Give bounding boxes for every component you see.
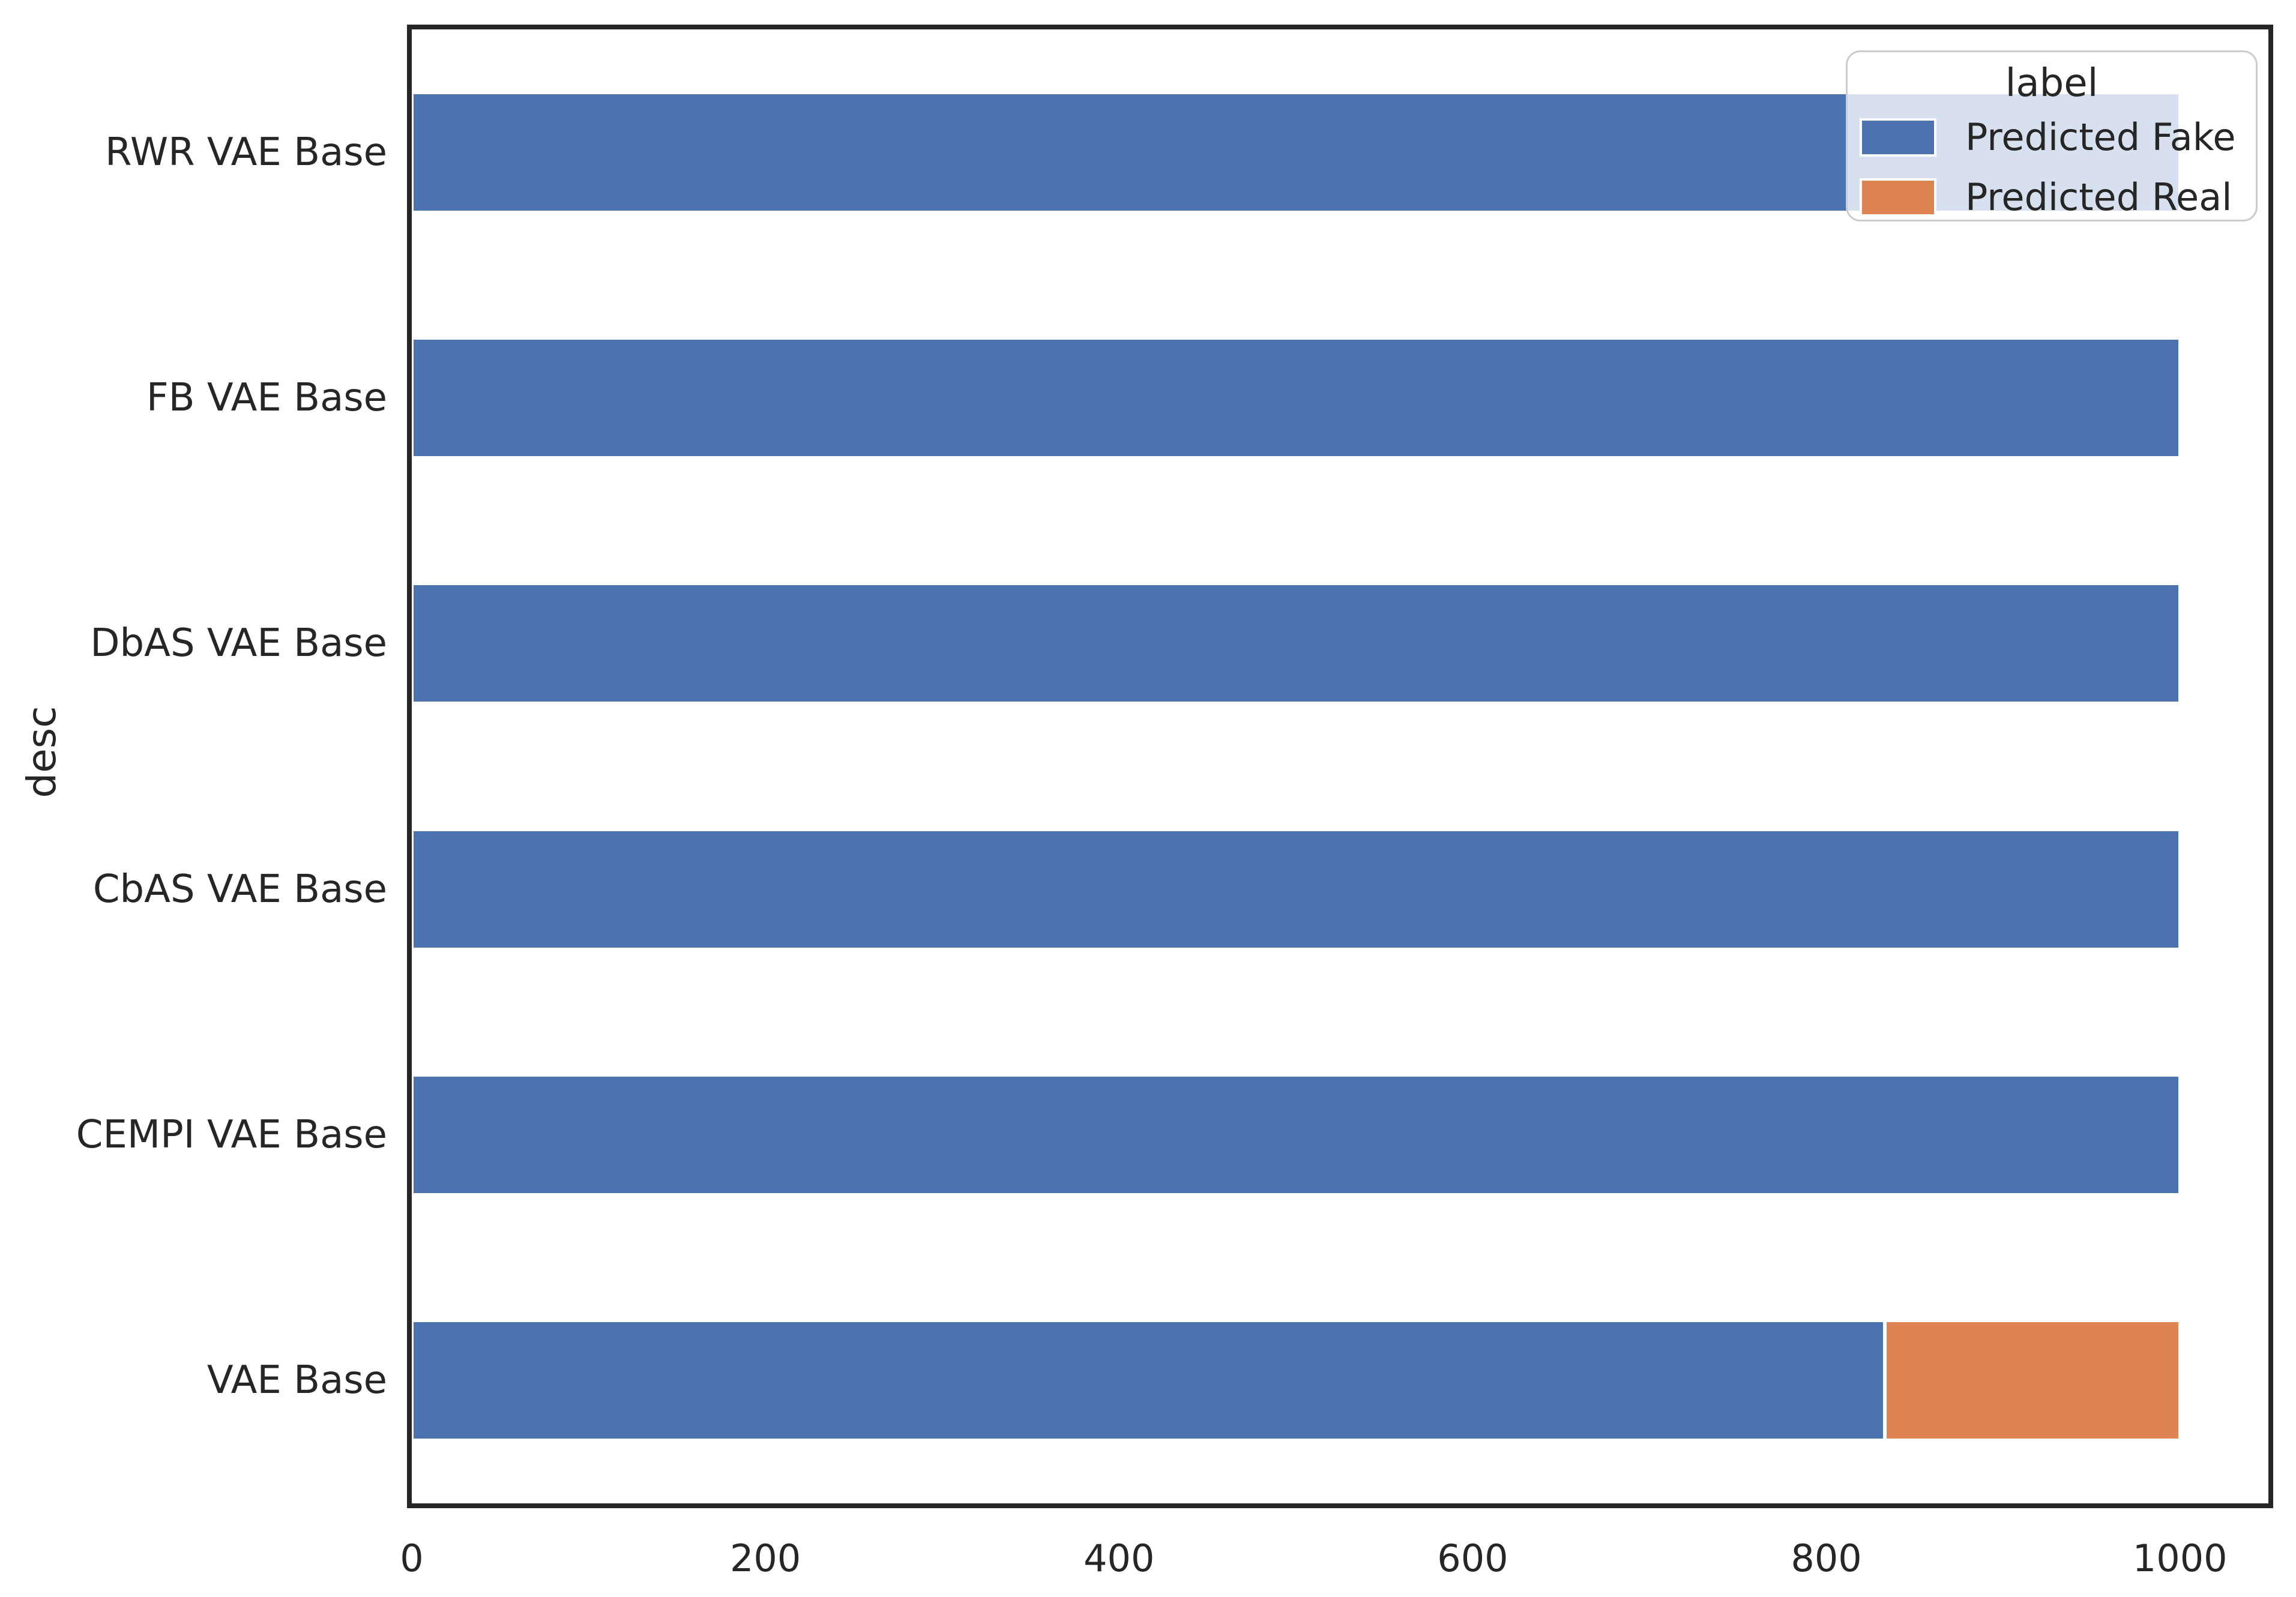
category-band xyxy=(412,521,2268,766)
bar-segment-predicted-fake xyxy=(412,1074,2180,1195)
legend-entries: Predicted Fake Predicted Real xyxy=(1848,107,2256,227)
bar-segment-predicted-fake xyxy=(412,1320,1885,1441)
plot-area xyxy=(407,25,2273,1508)
bar-dbas-vae-base xyxy=(412,583,2268,704)
y-tick-label: CEMPI VAE Base xyxy=(76,1113,387,1157)
legend: label Predicted Fake Predicted Real xyxy=(1846,50,2258,221)
x-tick-label: 800 xyxy=(1791,1536,1862,1580)
bar-cbas-vae-base xyxy=(412,829,2268,949)
y-tick-label: RWR VAE Base xyxy=(104,130,387,175)
category-band xyxy=(412,766,2268,1012)
y-tick-label: DbAS VAE Base xyxy=(90,621,387,666)
bar-segment-predicted-fake xyxy=(412,583,2180,704)
legend-entry-predicted-real: Predicted Real xyxy=(1848,167,2256,227)
x-tick-label: 0 xyxy=(400,1536,424,1580)
x-tick-label: 400 xyxy=(1083,1536,1155,1580)
bar-cempi-vae-base xyxy=(412,1074,2268,1195)
legend-swatch-icon xyxy=(1860,178,1936,217)
x-tick-label: 600 xyxy=(1437,1536,1508,1580)
x-tick-label: 1000 xyxy=(2132,1536,2228,1580)
legend-title: label xyxy=(2005,61,2099,106)
x-tick-label: 200 xyxy=(729,1536,801,1580)
category-band xyxy=(412,275,2268,520)
bar-segment-predicted-real xyxy=(1884,1320,2180,1441)
bar-segment-predicted-fake xyxy=(412,337,2180,458)
y-tick-label: VAE Base xyxy=(206,1358,387,1403)
legend-entry-label: Predicted Real xyxy=(1965,175,2232,219)
category-band xyxy=(412,1258,2268,1503)
bar-segment-predicted-fake xyxy=(412,829,2180,949)
y-tick-label: FB VAE Base xyxy=(146,376,387,420)
category-band xyxy=(412,1012,2268,1257)
bar-vae-base xyxy=(412,1320,2268,1441)
legend-entry-label: Predicted Fake xyxy=(1965,115,2236,159)
y-axis-title: desc xyxy=(19,706,65,798)
bar-fb-vae-base xyxy=(412,337,2268,458)
legend-swatch-icon xyxy=(1860,118,1936,157)
legend-entry-predicted-fake: Predicted Fake xyxy=(1848,107,2256,167)
y-tick-label: CbAS VAE Base xyxy=(92,867,387,912)
